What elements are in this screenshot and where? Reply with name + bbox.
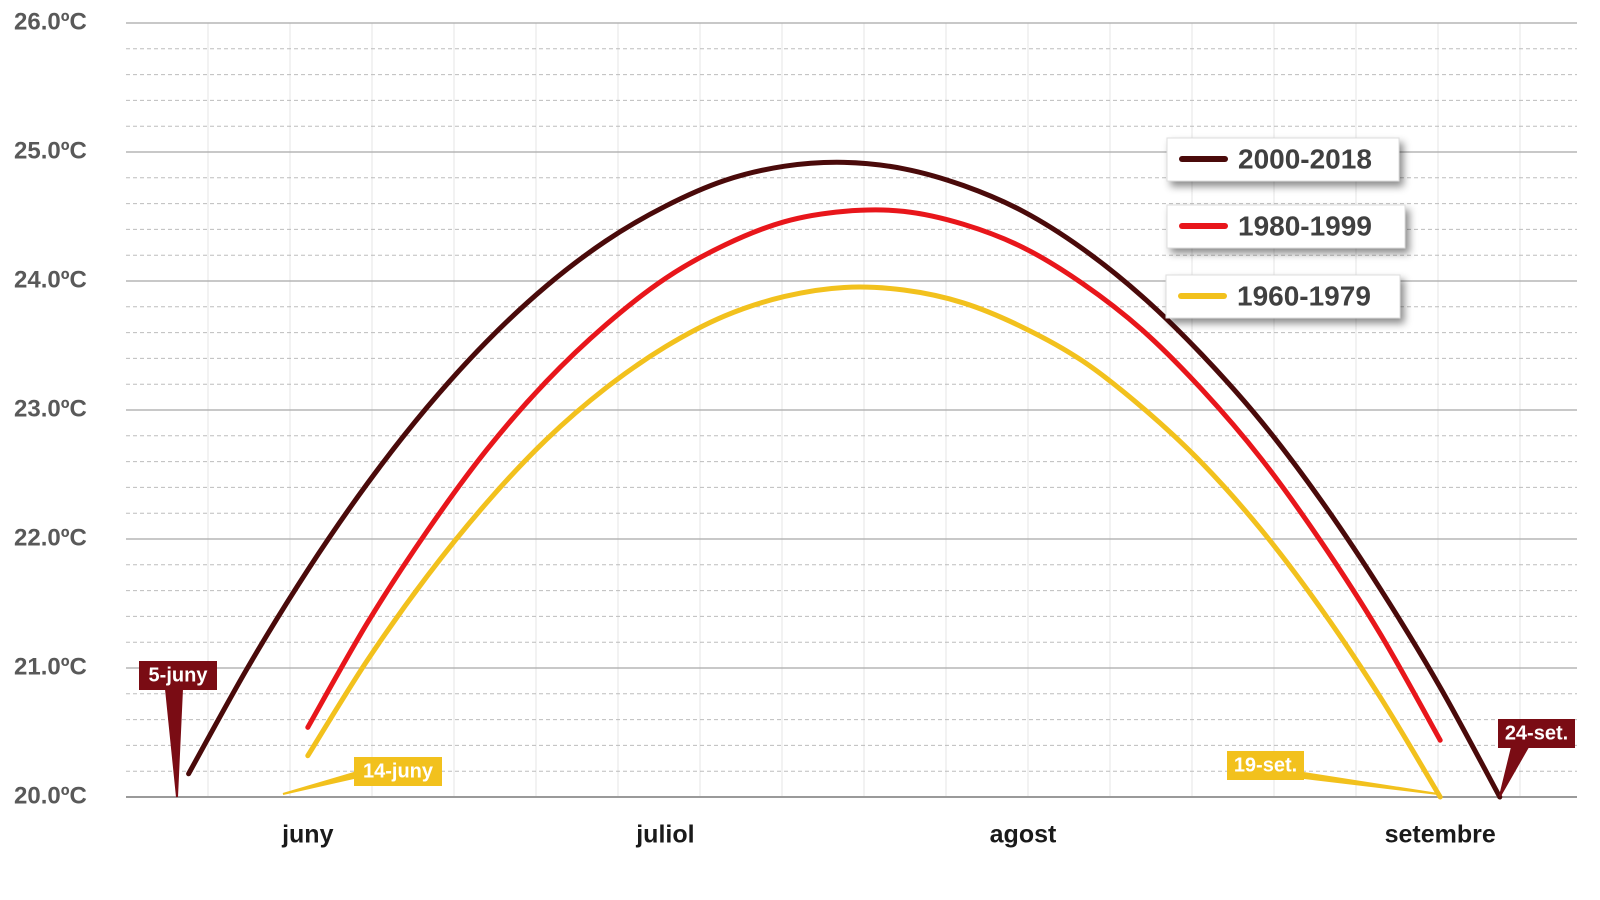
annotation-label: 19-set. bbox=[1234, 754, 1297, 776]
legend-label: 2000-2018 bbox=[1238, 143, 1372, 174]
x-tick-label: setembre bbox=[1385, 821, 1496, 849]
series-line bbox=[305, 207, 1443, 743]
y-tick-label: 23.0ºC bbox=[14, 395, 87, 422]
y-tick-label: 25.0ºC bbox=[14, 137, 87, 164]
y-tick-label: 20.0ºC bbox=[14, 782, 87, 809]
x-tick-label: agost bbox=[990, 821, 1057, 849]
annotation-label: 24-set. bbox=[1505, 722, 1568, 744]
annotation: 19-set. bbox=[1227, 751, 1439, 795]
annotation-box bbox=[354, 757, 442, 786]
y-tick-label: 21.0ºC bbox=[14, 653, 87, 680]
annotation-pointer bbox=[1303, 771, 1439, 795]
annotation: 5-juny bbox=[139, 661, 217, 798]
annotation-box bbox=[1498, 719, 1575, 748]
annotation-box bbox=[139, 661, 217, 690]
legend-item: 2000-2018 bbox=[1166, 137, 1400, 182]
x-tick-label: juliol bbox=[635, 821, 694, 849]
legend-label: 1980-1999 bbox=[1238, 210, 1372, 241]
series-line bbox=[186, 159, 1503, 800]
annotation-pointer bbox=[1499, 746, 1530, 797]
annotation-label: 5-juny bbox=[149, 664, 209, 686]
legend-item: 1960-1979 bbox=[1165, 274, 1401, 319]
legend-item: 1980-1999 bbox=[1166, 204, 1406, 249]
annotation-pointer bbox=[282, 771, 355, 795]
legend-box bbox=[1165, 274, 1401, 319]
y-tick-label: 26.0ºC bbox=[14, 8, 87, 35]
annotation-label: 14-juny bbox=[363, 760, 434, 782]
annotation: 14-juny bbox=[282, 757, 442, 795]
annotation: 24-set. bbox=[1498, 719, 1575, 797]
annotation-pointer bbox=[164, 688, 184, 798]
annotation-box bbox=[1227, 751, 1304, 780]
x-tick-label: juny bbox=[281, 821, 333, 849]
series-line bbox=[305, 284, 1443, 800]
y-tick-label: 24.0ºC bbox=[14, 266, 87, 293]
legend-label: 1960-1979 bbox=[1237, 280, 1371, 311]
y-tick-label: 22.0ºC bbox=[14, 524, 87, 551]
